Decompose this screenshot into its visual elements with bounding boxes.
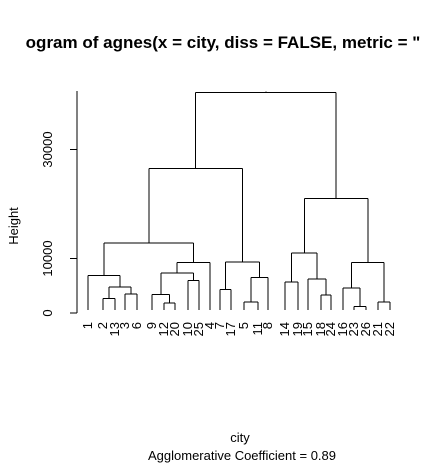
leaf-label: 26 [358,322,373,336]
y-axis-label: Height [6,207,21,245]
leaf-label: 22 [382,322,397,336]
leaf-label: 19 [290,322,305,336]
leaf-label: 2 [95,322,110,329]
leaf-label: 18 [313,322,328,336]
leaf-label: 21 [370,322,385,336]
leaf-label: 7 [212,322,227,329]
leaf-label: 5 [236,322,251,329]
leaf-label: 3 [117,322,132,329]
leaf-label: 4 [202,322,217,329]
x-axis-label: city [230,430,250,445]
leaf-label: 9 [144,322,159,329]
leaf-label: 6 [129,322,144,329]
leaf-label: 25 [191,322,206,336]
leaf-label: 14 [277,322,292,336]
chart-title: ogram of agnes(x = city, diss = FALSE, m… [26,33,421,52]
y-axis-ticks: 0 10000 30000 [40,131,77,317]
leaf-label: 8 [260,322,275,329]
dendrogram-tree [87,91,391,310]
y-tick-label: 10000 [40,240,55,276]
leaf-label: 16 [335,322,350,336]
y-tick-label: 30000 [40,131,55,167]
y-tick-label: 0 [40,309,55,316]
leaf-label: 13 [107,322,122,336]
leaf-label: 12 [156,322,171,336]
leaf-label: 11 [250,322,265,336]
chart-subtitle: Agglomerative Coefficient = 0.89 [148,448,336,463]
leaf-label: 20 [167,322,182,336]
leaf-label: 15 [300,322,315,336]
leaf-label: 23 [346,322,361,336]
leaf-label: 24 [323,322,338,336]
leaf-label: 1 [80,322,95,329]
leaf-label: 17 [223,322,238,336]
leaf-label: 10 [180,322,195,336]
